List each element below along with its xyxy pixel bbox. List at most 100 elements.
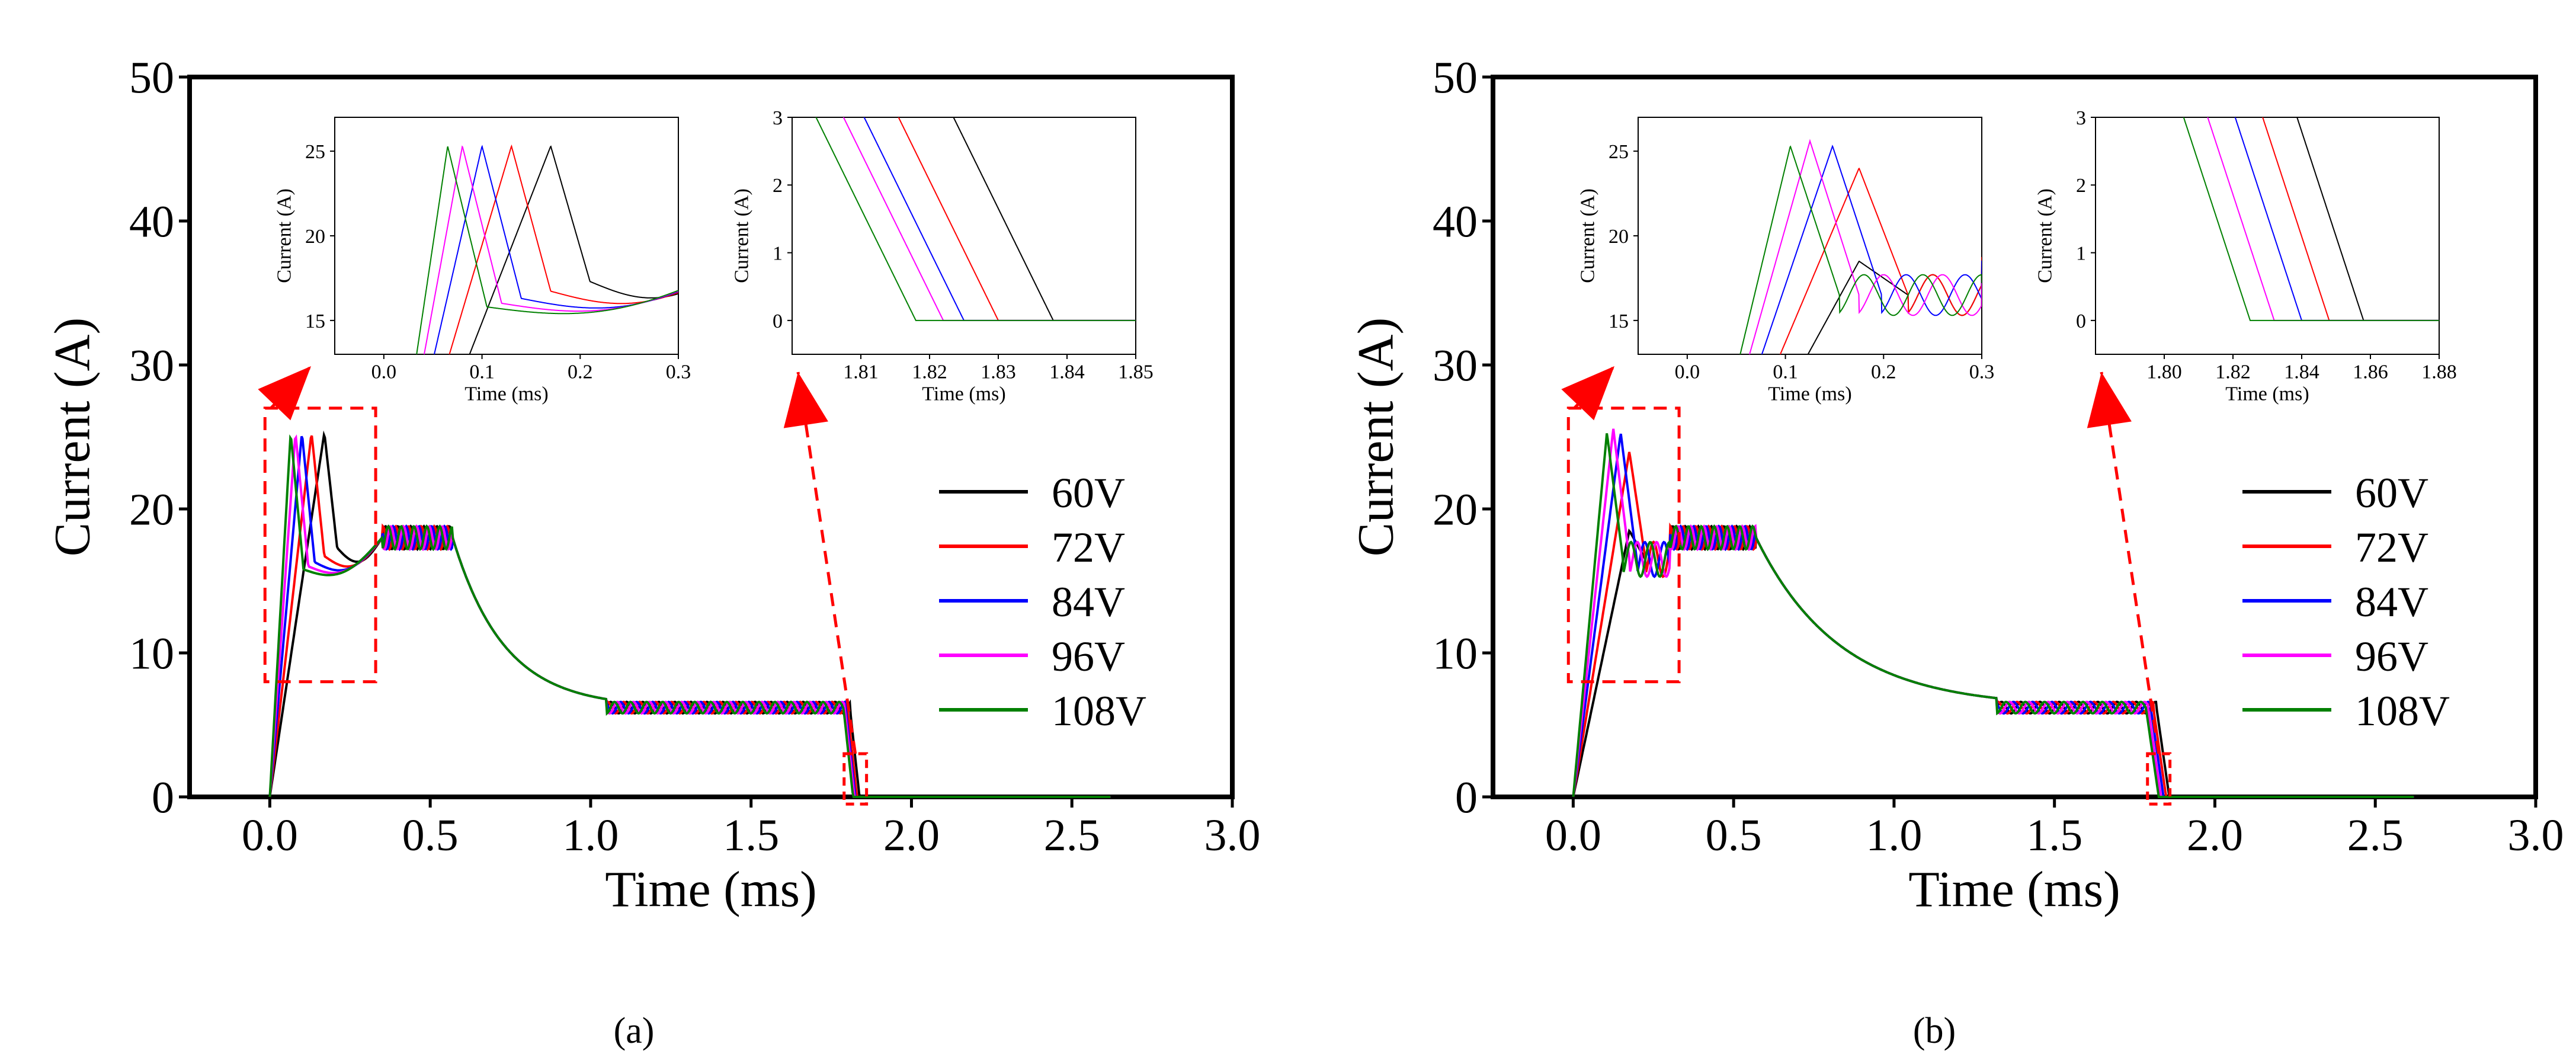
- main-x-axis-label: Time (ms): [605, 860, 817, 917]
- inset-fall: 1.81 1.82 1.83 1.84 1.85 0 1 2 3 Time (ms) Current…: [731, 107, 1154, 405]
- inset-y-tick-label: 2: [773, 175, 783, 197]
- inset-x-tick-label: 0.0: [1675, 361, 1700, 383]
- series-line-72V: [268, 435, 1111, 798]
- zoom-arrow-line: [796, 371, 857, 754]
- inset-x-tick-label: 0.2: [1871, 361, 1896, 383]
- inset-x-tick-label: 1.88: [2421, 361, 2457, 383]
- main-x-tick-label: 2.5: [2347, 811, 2404, 860]
- inset-x-tick-label: 1.80: [2146, 361, 2182, 383]
- inset-x-tick-label: 1.83: [981, 361, 1016, 383]
- inset-y-tick-label: 25: [1609, 141, 1629, 163]
- series-line-108V: [268, 434, 1111, 798]
- main-x-tick-label: 0.0: [242, 811, 298, 860]
- zoom-arrow-head: [1561, 366, 1614, 421]
- inset-x-axis-label: Time (ms): [1768, 383, 1851, 405]
- main-y-tick-label: 20: [1433, 485, 1478, 535]
- inset-series-line-96V: [1749, 139, 1982, 354]
- main-x-tick-label: 2.5: [1044, 811, 1100, 860]
- main-x-tick-label: 1.5: [2026, 811, 2082, 860]
- main-x-tick-label: 0.5: [402, 811, 459, 860]
- inset-x-tick-label: 1.86: [2353, 361, 2388, 383]
- zoom-arrow-line: [2100, 371, 2161, 754]
- inset-background: [1638, 117, 1982, 354]
- inset-series-line-108V: [2183, 117, 2439, 321]
- series-line-60V: [268, 430, 1111, 798]
- inset-rise: 0.0 0.1 0.2 0.3 15 20 25 Time (ms) Current (A): [1577, 117, 1995, 405]
- series-line-96V: [1572, 428, 2414, 798]
- inset-background: [335, 117, 678, 354]
- legend-label-84V: 84V: [1052, 578, 1125, 626]
- inset-series-line-108V: [1739, 145, 1982, 354]
- legend-label-60V: 60V: [1052, 469, 1125, 517]
- inset-series-line-72V: [1779, 168, 1982, 354]
- main-y-tick-label: 0: [152, 773, 174, 823]
- main-x-axis-label: Time (ms): [1908, 860, 2120, 917]
- main-x-tick-label: 2.0: [883, 811, 940, 860]
- inset-y-tick-label: 0: [2076, 310, 2086, 332]
- panel-label-b: (b): [1913, 1011, 1956, 1051]
- main-y-tick-label: 50: [129, 53, 174, 103]
- main-x-tick-label: 0.5: [1706, 811, 1762, 860]
- inset-x-tick-label: 1.85: [1118, 361, 1154, 383]
- inset-y-tick-label: 3: [773, 107, 783, 129]
- legend-label-60V: 60V: [2355, 469, 2428, 517]
- inset-x-tick-label: 0.3: [1969, 361, 1995, 383]
- main-x-tick-label: 1.0: [1866, 811, 1922, 860]
- zoom-arrow-head: [783, 372, 828, 428]
- inset-y-axis-label: Current (A): [274, 188, 296, 283]
- main-y-tick-label: 20: [129, 485, 174, 535]
- zoom-box-rise: [1566, 406, 1681, 684]
- main-y-axis-label: Current (A): [43, 318, 100, 557]
- inset-y-tick-label: 2: [2076, 175, 2086, 197]
- inset-series-line-72V: [448, 144, 678, 354]
- inset-series-line-108V: [416, 146, 678, 354]
- inset-y-tick-label: 25: [305, 141, 325, 163]
- main-y-axis-label: Current (A): [1347, 318, 1404, 557]
- series-line-108V: [1572, 433, 2414, 798]
- inset-fall: 1.80 1.82 1.84 1.86 1.88 0 1 2 3 Time (ms) Current…: [2034, 107, 2457, 405]
- main-axes-frame: [1491, 75, 2538, 799]
- inset-y-axis-label: Current (A): [731, 188, 753, 283]
- main-y-tick-label: 40: [1433, 197, 1478, 247]
- inset-y-tick-label: 1: [2076, 242, 2086, 264]
- inset-x-tick-label: 0.3: [666, 361, 691, 383]
- zoom-box-fall: [2146, 752, 2172, 806]
- series-line-60V: [1572, 524, 2414, 798]
- inset-x-tick-label: 1.81: [843, 361, 879, 383]
- legend-label-96V: 96V: [1052, 633, 1125, 680]
- main-x-tick-label: 0.0: [1545, 811, 1601, 860]
- series-line-72V: [1572, 451, 2414, 798]
- zoom-arrow-head: [258, 366, 311, 421]
- inset-x-tick-label: 0.1: [469, 361, 495, 383]
- inset-y-tick-label: 20: [1609, 226, 1629, 248]
- inset-x-tick-label: 1.84: [1049, 361, 1085, 383]
- inset-series-line-108V: [815, 117, 1136, 321]
- inset-y-tick-label: 15: [1609, 310, 1629, 332]
- zoom-box-rise: [263, 406, 377, 684]
- legend-label-96V: 96V: [2355, 633, 2428, 680]
- inset-x-axis-label: Time (ms): [922, 383, 1005, 405]
- inset-x-tick-label: 0.2: [568, 361, 593, 383]
- main-y-tick-label: 30: [129, 341, 174, 391]
- inset-y-tick-label: 1: [773, 242, 783, 264]
- zoom-box-fall: [842, 752, 869, 806]
- main-x-tick-label: 1.5: [723, 811, 779, 860]
- inset-x-tick-label: 1.84: [2284, 361, 2319, 383]
- zoom-arrow-head: [2087, 372, 2132, 428]
- inset-y-tick-label: 20: [305, 226, 325, 248]
- inset-x-tick-label: 0.0: [371, 361, 397, 383]
- inset-series-line-60V: [469, 145, 678, 354]
- inset-axes-frame: [2095, 117, 2440, 355]
- panel-label-a: (a): [614, 1011, 655, 1051]
- main-y-tick-label: 30: [1433, 341, 1478, 391]
- inset-x-tick-label: 1.82: [912, 361, 947, 383]
- main-x-tick-label: 1.0: [562, 811, 619, 860]
- inset-y-tick-label: 0: [773, 310, 783, 332]
- inset-background: [2096, 117, 2439, 354]
- inset-x-tick-label: 0.1: [1773, 361, 1798, 383]
- inset-rise: 0.0 0.1 0.2 0.3 15 20 25 Time (ms) Current (A): [274, 117, 691, 405]
- inset-y-tick-label: 15: [305, 310, 325, 332]
- main-x-tick-label: 3.0: [2508, 811, 2564, 860]
